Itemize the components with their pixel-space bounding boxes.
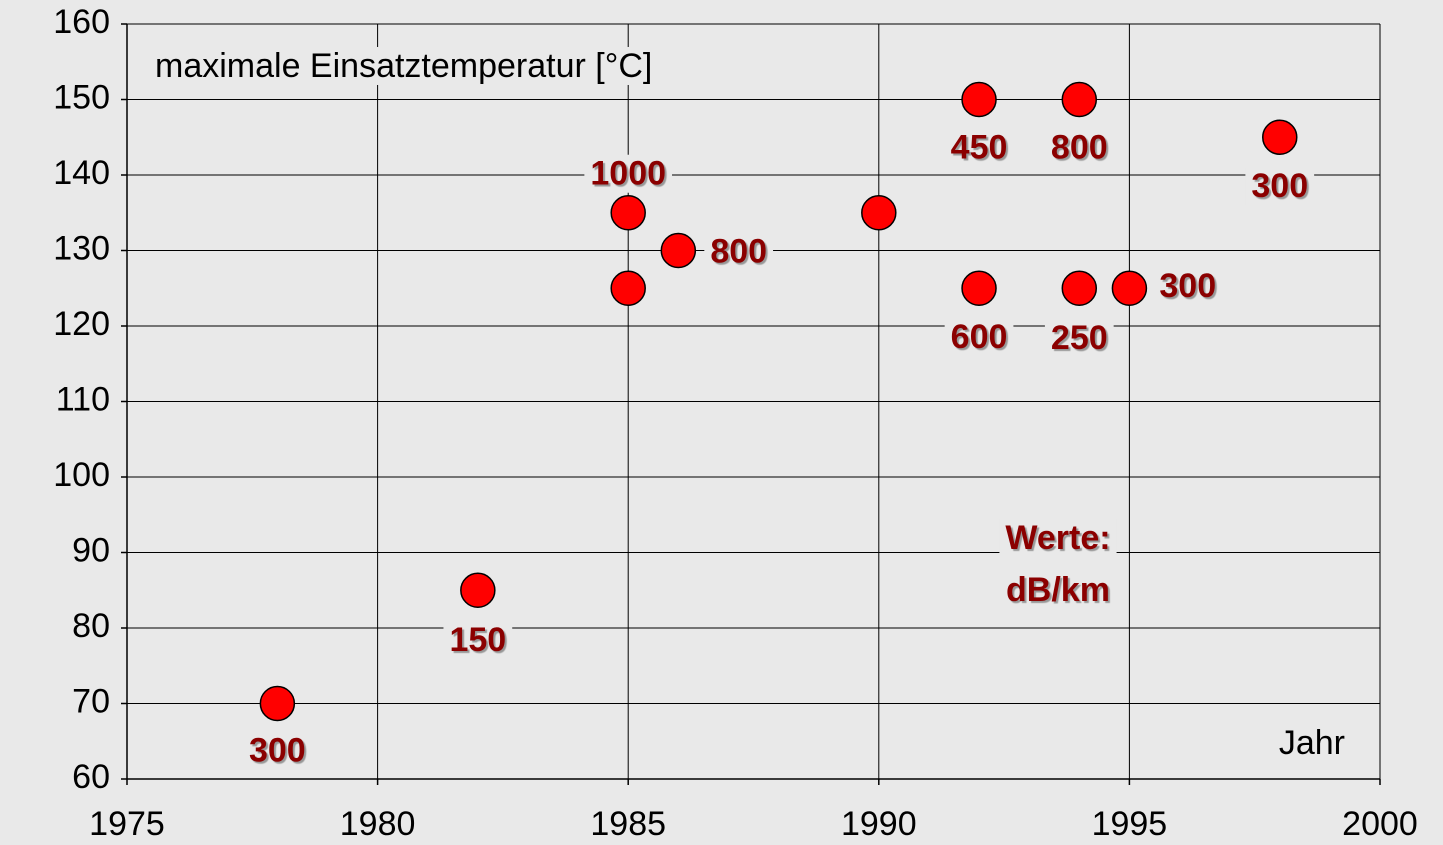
y-tick-label: 110 (56, 380, 110, 418)
y-axis-title: maximale Einsatztemperatur [°C] (155, 47, 652, 85)
label-box (584, 154, 673, 193)
point (1061, 81, 1098, 118)
point-label: 800 (710, 232, 767, 270)
label-box (944, 128, 1014, 167)
label-box (999, 518, 1117, 557)
label-box (242, 731, 312, 770)
point-label: 450 (951, 128, 1008, 166)
y-tick-label: 120 (53, 305, 110, 343)
x-tick-label: 1985 (590, 805, 666, 843)
x-axis-title: Jahr (1279, 724, 1345, 762)
x-tick-label: 1995 (1092, 805, 1168, 843)
point-label: 300 (1251, 167, 1308, 205)
point (1262, 119, 1298, 155)
point (1111, 270, 1148, 306)
point-label: 300 (1159, 267, 1216, 305)
y-tick-label: 60 (72, 758, 110, 796)
y-tick-label: 80 (72, 607, 110, 645)
point-label: 600 (951, 318, 1008, 356)
x-tick-label: 1990 (841, 805, 917, 843)
point (861, 195, 897, 231)
point-label: 800 (1051, 128, 1108, 166)
y-tick-label: 70 (72, 682, 110, 720)
point (259, 685, 296, 722)
point (610, 270, 646, 306)
point-label: 150 (449, 621, 506, 659)
label-box (443, 621, 513, 660)
x-tick-label: 2000 (1342, 805, 1418, 843)
label-box (1272, 723, 1351, 762)
annotation: Werte: (1005, 519, 1110, 557)
label-box (1044, 319, 1114, 358)
label-box (1245, 167, 1315, 206)
y-tick-label: 130 (53, 229, 110, 267)
label-boxes (149, 46, 1351, 770)
label-box (149, 46, 659, 85)
label-box (944, 318, 1014, 357)
y-tick-label: 90 (72, 531, 110, 569)
point (660, 232, 697, 269)
point-label: 1000 (590, 155, 666, 193)
point (610, 195, 646, 231)
y-tick-label: 140 (53, 154, 110, 192)
x-tick-label: 1975 (89, 805, 165, 843)
point (460, 572, 496, 608)
x-tick-label: 1980 (340, 805, 416, 843)
y-tick-label: 100 (53, 456, 110, 494)
annotation: dB/km (1006, 571, 1110, 609)
label-box (1153, 267, 1223, 306)
grid (127, 23, 1381, 779)
point-label: 250 (1051, 319, 1108, 357)
label-box (704, 232, 774, 271)
label-box (1000, 570, 1116, 609)
y-tick-label: 160 (53, 3, 110, 41)
y-tick-label: 150 (53, 78, 110, 116)
point (961, 270, 997, 306)
point-label: 300 (249, 731, 306, 769)
label-box (1044, 128, 1114, 167)
point (1061, 270, 1098, 306)
point (961, 81, 997, 118)
